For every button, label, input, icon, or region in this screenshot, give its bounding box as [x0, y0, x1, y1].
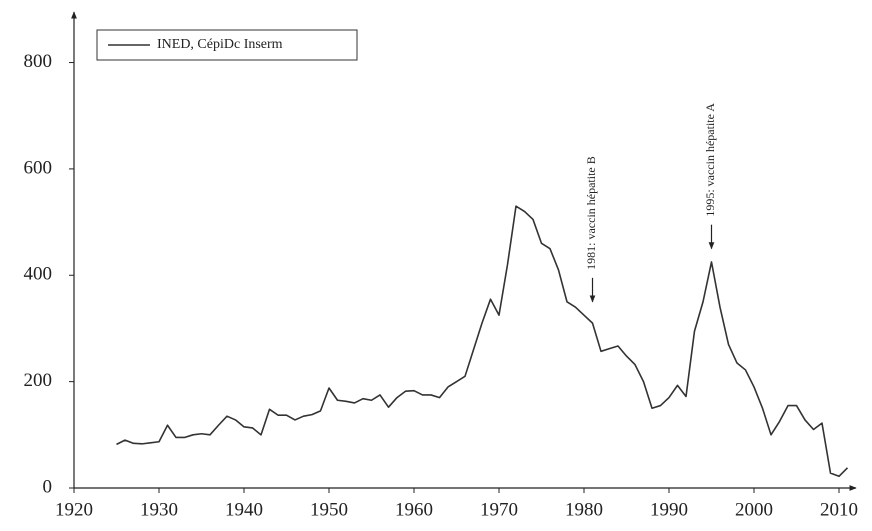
x-tick-label: 2000: [735, 499, 773, 520]
x-tick-label: 2010: [820, 499, 858, 520]
data-line: [116, 205, 849, 478]
annotation-text: 1981: vaccin hépatite B: [584, 156, 598, 270]
x-tick-label: 1990: [650, 499, 688, 520]
y-tick-label: 600: [24, 157, 53, 178]
x-tick-label: 1960: [395, 499, 433, 520]
y-tick-label: 0: [43, 476, 53, 497]
annotation-text: 1995: vaccin hépatite A: [703, 103, 717, 217]
x-tick-label: 1940: [225, 499, 263, 520]
y-tick-label: 400: [24, 264, 53, 285]
x-tick-label: 1970: [480, 499, 518, 520]
y-tick-label: 800: [24, 51, 53, 72]
x-tick-label: 1950: [310, 499, 348, 520]
x-tick-label: 1930: [140, 499, 178, 520]
y-tick-label: 200: [24, 370, 53, 391]
x-tick-label: 1920: [55, 499, 93, 520]
x-tick-label: 1980: [565, 499, 603, 520]
legend-label: INED, CépiDc Inserm: [157, 37, 283, 52]
